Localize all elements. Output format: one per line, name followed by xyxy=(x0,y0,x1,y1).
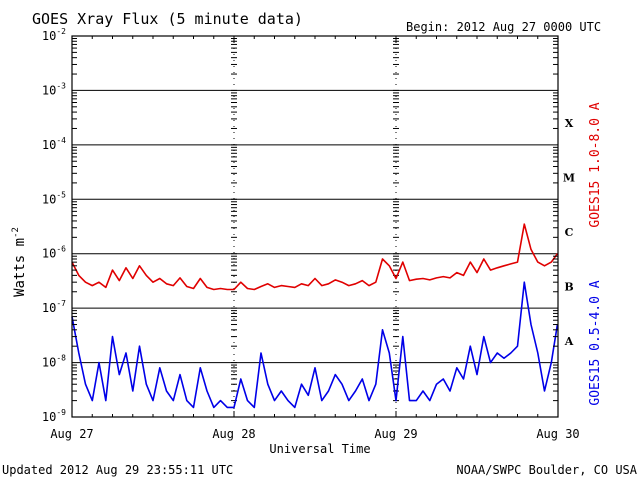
y-axis-label: Watts m-2 xyxy=(11,227,28,297)
y-tick-label-base: 10 xyxy=(42,29,56,43)
y-tick-label: 10-4 xyxy=(42,136,66,152)
y-tick-label: 10-9 xyxy=(42,408,66,424)
y-axis-label-superscript: -2 xyxy=(11,227,21,238)
x-tick-label: Aug 30 xyxy=(536,427,579,441)
series-line-short xyxy=(71,281,559,409)
flare-class-label: C xyxy=(565,226,574,239)
y-tick-label-base: 10 xyxy=(42,138,56,152)
x-tick-label: Aug 28 xyxy=(212,427,255,441)
y-tick-label-base: 10 xyxy=(42,356,56,370)
y-tick-label: 10-8 xyxy=(42,354,66,370)
y-tick-label-exponent: -8 xyxy=(56,354,66,363)
y-tick-label-exponent: -7 xyxy=(56,299,66,308)
legend-short-channel: GOES15 0.5-4.0 A xyxy=(588,280,603,405)
y-tick-label-exponent: -5 xyxy=(56,190,66,199)
x-axis-label: Universal Time xyxy=(269,442,370,456)
plot-frame xyxy=(71,35,559,418)
flare-class-label: M xyxy=(563,172,575,185)
y-tick-label-base: 10 xyxy=(42,247,56,261)
y-tick-label: 10-6 xyxy=(42,245,66,261)
x-tick-label: Aug 27 xyxy=(50,427,93,441)
y-tick-label: 10-7 xyxy=(42,299,66,315)
y-tick-label-base: 10 xyxy=(42,83,56,97)
begin-time: Begin: 2012 Aug 27 0000 UTC xyxy=(406,20,601,34)
chart-title: GOES Xray Flux (5 minute data) xyxy=(32,10,303,28)
y-tick-label: 10-5 xyxy=(42,190,66,206)
x-tick-label: Aug 29 xyxy=(374,427,417,441)
y-tick-label-exponent: -4 xyxy=(56,136,66,145)
flare-class-label: B xyxy=(564,280,573,293)
flare-class-label: X xyxy=(565,117,574,130)
y-tick-label-exponent: -9 xyxy=(56,408,66,417)
y-tick-label-base: 10 xyxy=(42,301,56,315)
y-axis-label-text: Watts m xyxy=(12,238,28,297)
series-line-long xyxy=(71,223,559,291)
y-tick-label-base: 10 xyxy=(42,192,56,206)
flare-class-labels: X M C B A xyxy=(563,117,575,348)
y-tick-label-exponent: -2 xyxy=(56,27,66,36)
y-tick-label-exponent: -6 xyxy=(56,245,66,254)
series-layer xyxy=(71,223,559,409)
svg-text:Watts m-2: Watts m-2 xyxy=(11,227,28,297)
grid-layer xyxy=(72,36,558,418)
y-tick-label: 10-2 xyxy=(42,27,66,43)
y-tick-label: 10-3 xyxy=(42,81,66,97)
y-tick-label-exponent: -3 xyxy=(56,81,66,90)
legend-long-channel: GOES15 1.0-8.0 A xyxy=(588,102,603,227)
flare-class-label: A xyxy=(564,335,574,348)
y-tick-label-base: 10 xyxy=(42,410,56,424)
source-credit: NOAA/SWPC Boulder, CO USA xyxy=(456,463,637,477)
updated-timestamp: Updated 2012 Aug 29 23:55:11 UTC xyxy=(2,463,233,477)
